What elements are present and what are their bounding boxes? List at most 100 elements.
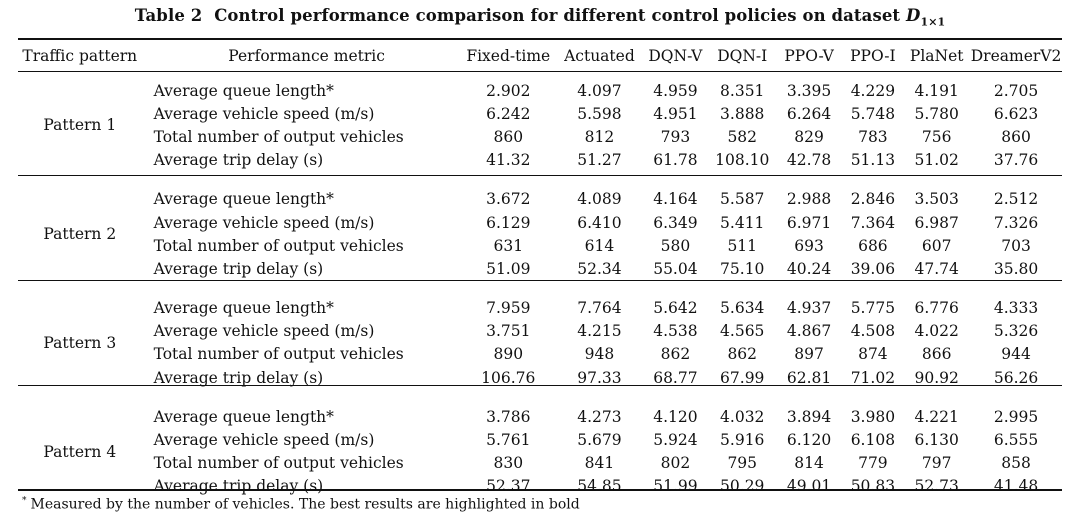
value-cell: 860: [1001, 127, 1031, 146]
value-cell: 97.33: [577, 368, 622, 387]
metric-cell: Average trip delay (s): [153, 151, 324, 170]
value-cell: 52.73: [914, 477, 959, 496]
value-cell: 5.634: [720, 299, 765, 318]
value-cell: 4.565: [720, 322, 765, 341]
value-cell: 40.24: [786, 259, 832, 278]
value-cell: 71.02: [850, 368, 896, 387]
header-metric: Performance metric: [228, 46, 385, 65]
value-cell: 51.13: [850, 151, 896, 170]
value-cell: 582: [727, 127, 758, 146]
header-method: PPO-I: [850, 46, 896, 65]
value-cell: 4.164: [653, 190, 698, 209]
value-cell: 6.349: [653, 213, 698, 232]
value-cell: 4.229: [850, 81, 896, 100]
value-cell: 686: [858, 236, 888, 255]
metric-cell: Average vehicle speed (m/s): [153, 104, 375, 123]
value-cell: 4.215: [577, 322, 622, 341]
value-cell: 5.761: [486, 431, 531, 450]
value-cell: 5.748: [850, 104, 896, 123]
value-cell: 4.032: [720, 407, 765, 426]
value-cell: 862: [727, 345, 758, 364]
value-cell: 6.971: [786, 213, 832, 232]
value-cell: 693: [794, 236, 824, 255]
value-cell: 890: [493, 345, 524, 364]
value-cell: 5.587: [720, 190, 765, 209]
value-cell: 67.99: [720, 368, 765, 387]
value-cell: 8.351: [720, 81, 765, 100]
value-cell: 858: [1001, 454, 1031, 473]
value-cell: 4.022: [914, 322, 959, 341]
value-cell: 580: [660, 236, 691, 255]
value-cell: 62.81: [786, 368, 832, 387]
value-cell: 6.129: [486, 213, 531, 232]
performance-table: Traffic pattern Performance metric Fixed…: [18, 40, 1062, 506]
header-method: Fixed-time: [466, 46, 551, 65]
value-cell: 6.108: [850, 431, 896, 450]
table-row: Average vehicle speed (m/s) 6.242 5.598 4.9…: [18, 102, 1062, 125]
value-cell: 614: [584, 236, 615, 255]
value-cell: 703: [1001, 236, 1031, 255]
value-cell: 783: [858, 127, 888, 146]
header-method: PlaNet: [909, 46, 964, 65]
value-cell: 2.705: [993, 81, 1039, 100]
value-cell: 3.980: [850, 407, 896, 426]
value-cell: 35.80: [993, 259, 1039, 278]
metric-cell: Total number of output vehicles: [153, 236, 404, 255]
metric-cell: Average vehicle speed (m/s): [153, 431, 375, 450]
value-cell: 3.751: [486, 322, 531, 341]
value-cell: 5.411: [720, 213, 765, 232]
group-spacer: [18, 180, 1062, 188]
value-cell: 6.623: [993, 104, 1039, 123]
table-row: Total number of output vehicles 890 948 862…: [18, 343, 1062, 366]
table-row: Average trip delay (s) 106.76 97.33 68.77 67…: [18, 366, 1062, 389]
group-spacer: [18, 389, 1062, 397]
value-cell: 756: [921, 127, 952, 146]
value-cell: 5.775: [850, 299, 896, 318]
value-cell: 511: [727, 236, 758, 255]
value-cell: 2.902: [486, 81, 531, 100]
metric-cell: Total number of output vehicles: [153, 127, 404, 146]
table-row: Total number of output vehicles 830 841 802…: [18, 452, 1062, 475]
value-cell: 3.786: [486, 407, 531, 426]
value-cell: 4.097: [577, 81, 622, 100]
header-method: DreamerV2: [970, 46, 1062, 65]
group-spacer: [18, 172, 1062, 180]
value-cell: 829: [794, 127, 824, 146]
traffic-pattern-cell: Pattern 4: [43, 442, 117, 461]
traffic-pattern-cell: Pattern 1: [43, 116, 117, 135]
value-cell: 6.264: [786, 104, 832, 123]
metric-cell: Average trip delay (s): [153, 368, 324, 387]
value-cell: 7.764: [577, 299, 622, 318]
value-cell: 4.951: [653, 104, 698, 123]
value-cell: 50.83: [850, 477, 896, 496]
value-cell: 802: [660, 454, 691, 473]
value-cell: 6.242: [486, 104, 531, 123]
value-cell: 108.10: [715, 151, 770, 170]
group-spacer: [18, 281, 1062, 289]
value-cell: 5.598: [577, 104, 622, 123]
value-cell: 948: [584, 345, 615, 364]
table-number: Table 2: [134, 6, 203, 25]
value-cell: 7.364: [850, 213, 896, 232]
value-cell: 797: [921, 454, 952, 473]
header-rule: [18, 71, 1062, 72]
value-cell: 5.916: [720, 431, 765, 450]
metric-cell: Average queue length*: [153, 407, 334, 426]
value-cell: 4.120: [653, 407, 698, 426]
value-cell: 52.37: [486, 477, 531, 496]
value-cell: 5.924: [653, 431, 698, 450]
value-cell: 4.273: [577, 407, 622, 426]
header-row: Traffic pattern Performance metric Fixed…: [18, 40, 1062, 71]
value-cell: 4.937: [786, 299, 832, 318]
metric-cell: Average vehicle speed (m/s): [153, 213, 375, 232]
value-cell: 6.120: [786, 431, 832, 450]
table-row: Average vehicle speed (m/s) 6.129 6.410 6.3…: [18, 211, 1062, 234]
value-cell: 3.888: [720, 104, 765, 123]
value-cell: 41.48: [993, 477, 1039, 496]
value-cell: 5.679: [577, 431, 622, 450]
value-cell: 4.333: [993, 299, 1039, 318]
group-1-rule: [18, 175, 1062, 176]
table-row: Total number of output vehicles 631 614 580…: [18, 234, 1062, 257]
caption-text: Control performance comparison for diffe…: [214, 6, 901, 25]
metric-cell: Average queue length*: [153, 299, 334, 318]
